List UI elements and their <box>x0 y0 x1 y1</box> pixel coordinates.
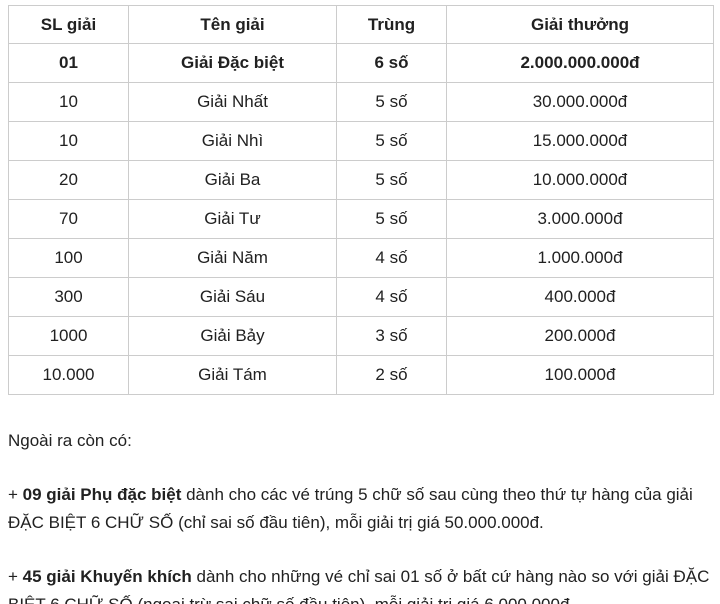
table-row: 70 Giải Tư 5 số 3.000.000đ <box>8 199 714 239</box>
note-rest-text: dành cho các vé trúng 5 chữ số sau cùng … <box>8 485 693 532</box>
cell-match: 6 số <box>336 43 447 83</box>
table-header-row: SL giải Tên giải Trùng Giải thưởng <box>8 5 714 44</box>
cell-match: 4 số <box>336 277 447 317</box>
cell-match: 5 số <box>336 199 447 239</box>
note-bold-text: 09 giải Phụ đặc biệt <box>22 485 182 504</box>
cell-prize-name: Giải Sáu <box>128 277 337 317</box>
cell-prize-value: 15.000.000đ <box>446 121 714 161</box>
note-rest-text: dành cho những vé chỉ sai 01 số ở bất cứ… <box>8 567 710 604</box>
table-row: 01 Giải Đặc biệt 6 số 2.000.000.000đ <box>8 43 714 83</box>
cell-prize-name: Giải Đặc biệt <box>128 43 337 83</box>
cell-match: 5 số <box>336 160 447 200</box>
cell-quantity: 300 <box>8 277 129 317</box>
cell-prize-value: 100.000đ <box>446 355 714 395</box>
cell-prize-name: Giải Ba <box>128 160 337 200</box>
cell-prize-name: Giải Nhất <box>128 82 337 122</box>
cell-quantity: 100 <box>8 238 129 278</box>
table-row: 10.000 Giải Tám 2 số 100.000đ <box>8 355 714 395</box>
table-row: 1000 Giải Bảy 3 số 200.000đ <box>8 316 714 356</box>
cell-quantity: 10.000 <box>8 355 129 395</box>
notes-intro: Ngoài ra còn có: <box>8 431 132 450</box>
cell-quantity: 10 <box>8 82 129 122</box>
cell-prize-value: 10.000.000đ <box>446 160 714 200</box>
cell-quantity: 70 <box>8 199 129 239</box>
prize-structure-table: SL giải Tên giải Trùng Giải thưởng 01 Gi… <box>8 5 714 395</box>
note-bold-text: 45 giải Khuyến khích <box>22 567 192 586</box>
header-quantity: SL giải <box>8 5 129 44</box>
note-phu-dac-biet: + 09 giải Phụ đặc biệt dành cho các vé t… <box>8 481 712 537</box>
cell-prize-value: 200.000đ <box>446 316 714 356</box>
cell-prize-name: Giải Nhì <box>128 121 337 161</box>
header-prize-name: Tên giải <box>128 5 337 44</box>
note-prefix: + <box>8 485 23 504</box>
cell-prize-value: 30.000.000đ <box>446 82 714 122</box>
table-row: 10 Giải Nhì 5 số 15.000.000đ <box>8 121 714 161</box>
cell-match: 5 số <box>336 121 447 161</box>
cell-match: 4 số <box>336 238 447 278</box>
table-row: 100 Giải Năm 4 số 1.000.000đ <box>8 238 714 278</box>
header-prize-value: Giải thưởng <box>446 5 714 44</box>
cell-quantity: 10 <box>8 121 129 161</box>
note-prefix: + <box>8 567 23 586</box>
cell-prize-name: Giải Năm <box>128 238 337 278</box>
cell-match: 2 số <box>336 355 447 395</box>
header-match: Trùng <box>336 5 447 44</box>
cell-quantity: 1000 <box>8 316 129 356</box>
cell-prize-value: 2.000.000.000đ <box>446 43 714 83</box>
table-row: 20 Giải Ba 5 số 10.000.000đ <box>8 160 714 200</box>
table-row: 10 Giải Nhất 5 số 30.000.000đ <box>8 82 714 122</box>
cell-match: 5 số <box>336 82 447 122</box>
cell-prize-name: Giải Tư <box>128 199 337 239</box>
cell-match: 3 số <box>336 316 447 356</box>
cell-quantity: 01 <box>8 43 129 83</box>
cell-prize-name: Giải Tám <box>128 355 337 395</box>
cell-prize-name: Giải Bảy <box>128 316 337 356</box>
notes-section: Ngoài ra còn có: + 09 giải Phụ đặc biệt … <box>8 427 712 604</box>
cell-prize-value: 400.000đ <box>446 277 714 317</box>
cell-quantity: 20 <box>8 160 129 200</box>
note-khuyen-khich: + 45 giải Khuyến khích dành cho những vé… <box>8 563 712 604</box>
cell-prize-value: 1.000.000đ <box>446 238 714 278</box>
table-row: 300 Giải Sáu 4 số 400.000đ <box>8 277 714 317</box>
cell-prize-value: 3.000.000đ <box>446 199 714 239</box>
